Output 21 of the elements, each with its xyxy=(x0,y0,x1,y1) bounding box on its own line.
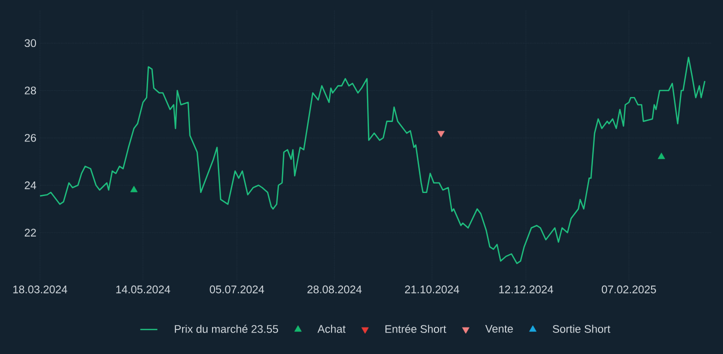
legend-label: Sortie Short xyxy=(552,324,610,333)
x-tick-label: 21.10.2024 xyxy=(405,286,460,294)
point xyxy=(130,186,138,192)
y-tick-label: 22 xyxy=(24,228,36,236)
x-tick-label: 28.08.2024 xyxy=(307,286,362,294)
x-tick-label: 18.03.2024 xyxy=(13,286,68,294)
legend-label: Vente xyxy=(485,324,513,333)
line-series xyxy=(39,56,706,264)
x-tick-label: 12.12.2024 xyxy=(499,286,554,294)
y-tick-label: 28 xyxy=(24,86,36,94)
x-tick-label: 05.07.2024 xyxy=(210,286,264,294)
legend-label: Prix du marché 23.55 xyxy=(174,324,278,333)
x-tick-label: 07.02.2025 xyxy=(602,286,656,294)
y-tick-label: 26 xyxy=(24,134,36,142)
x-tick-label: 14.05.2024 xyxy=(116,286,170,294)
legend-label: Achat xyxy=(318,324,346,333)
legend-label: Entrée Short xyxy=(385,324,446,333)
point xyxy=(658,152,666,160)
point xyxy=(437,130,445,138)
y-tick-label: 30 xyxy=(24,39,36,48)
y-tick-label: 24 xyxy=(24,181,36,190)
